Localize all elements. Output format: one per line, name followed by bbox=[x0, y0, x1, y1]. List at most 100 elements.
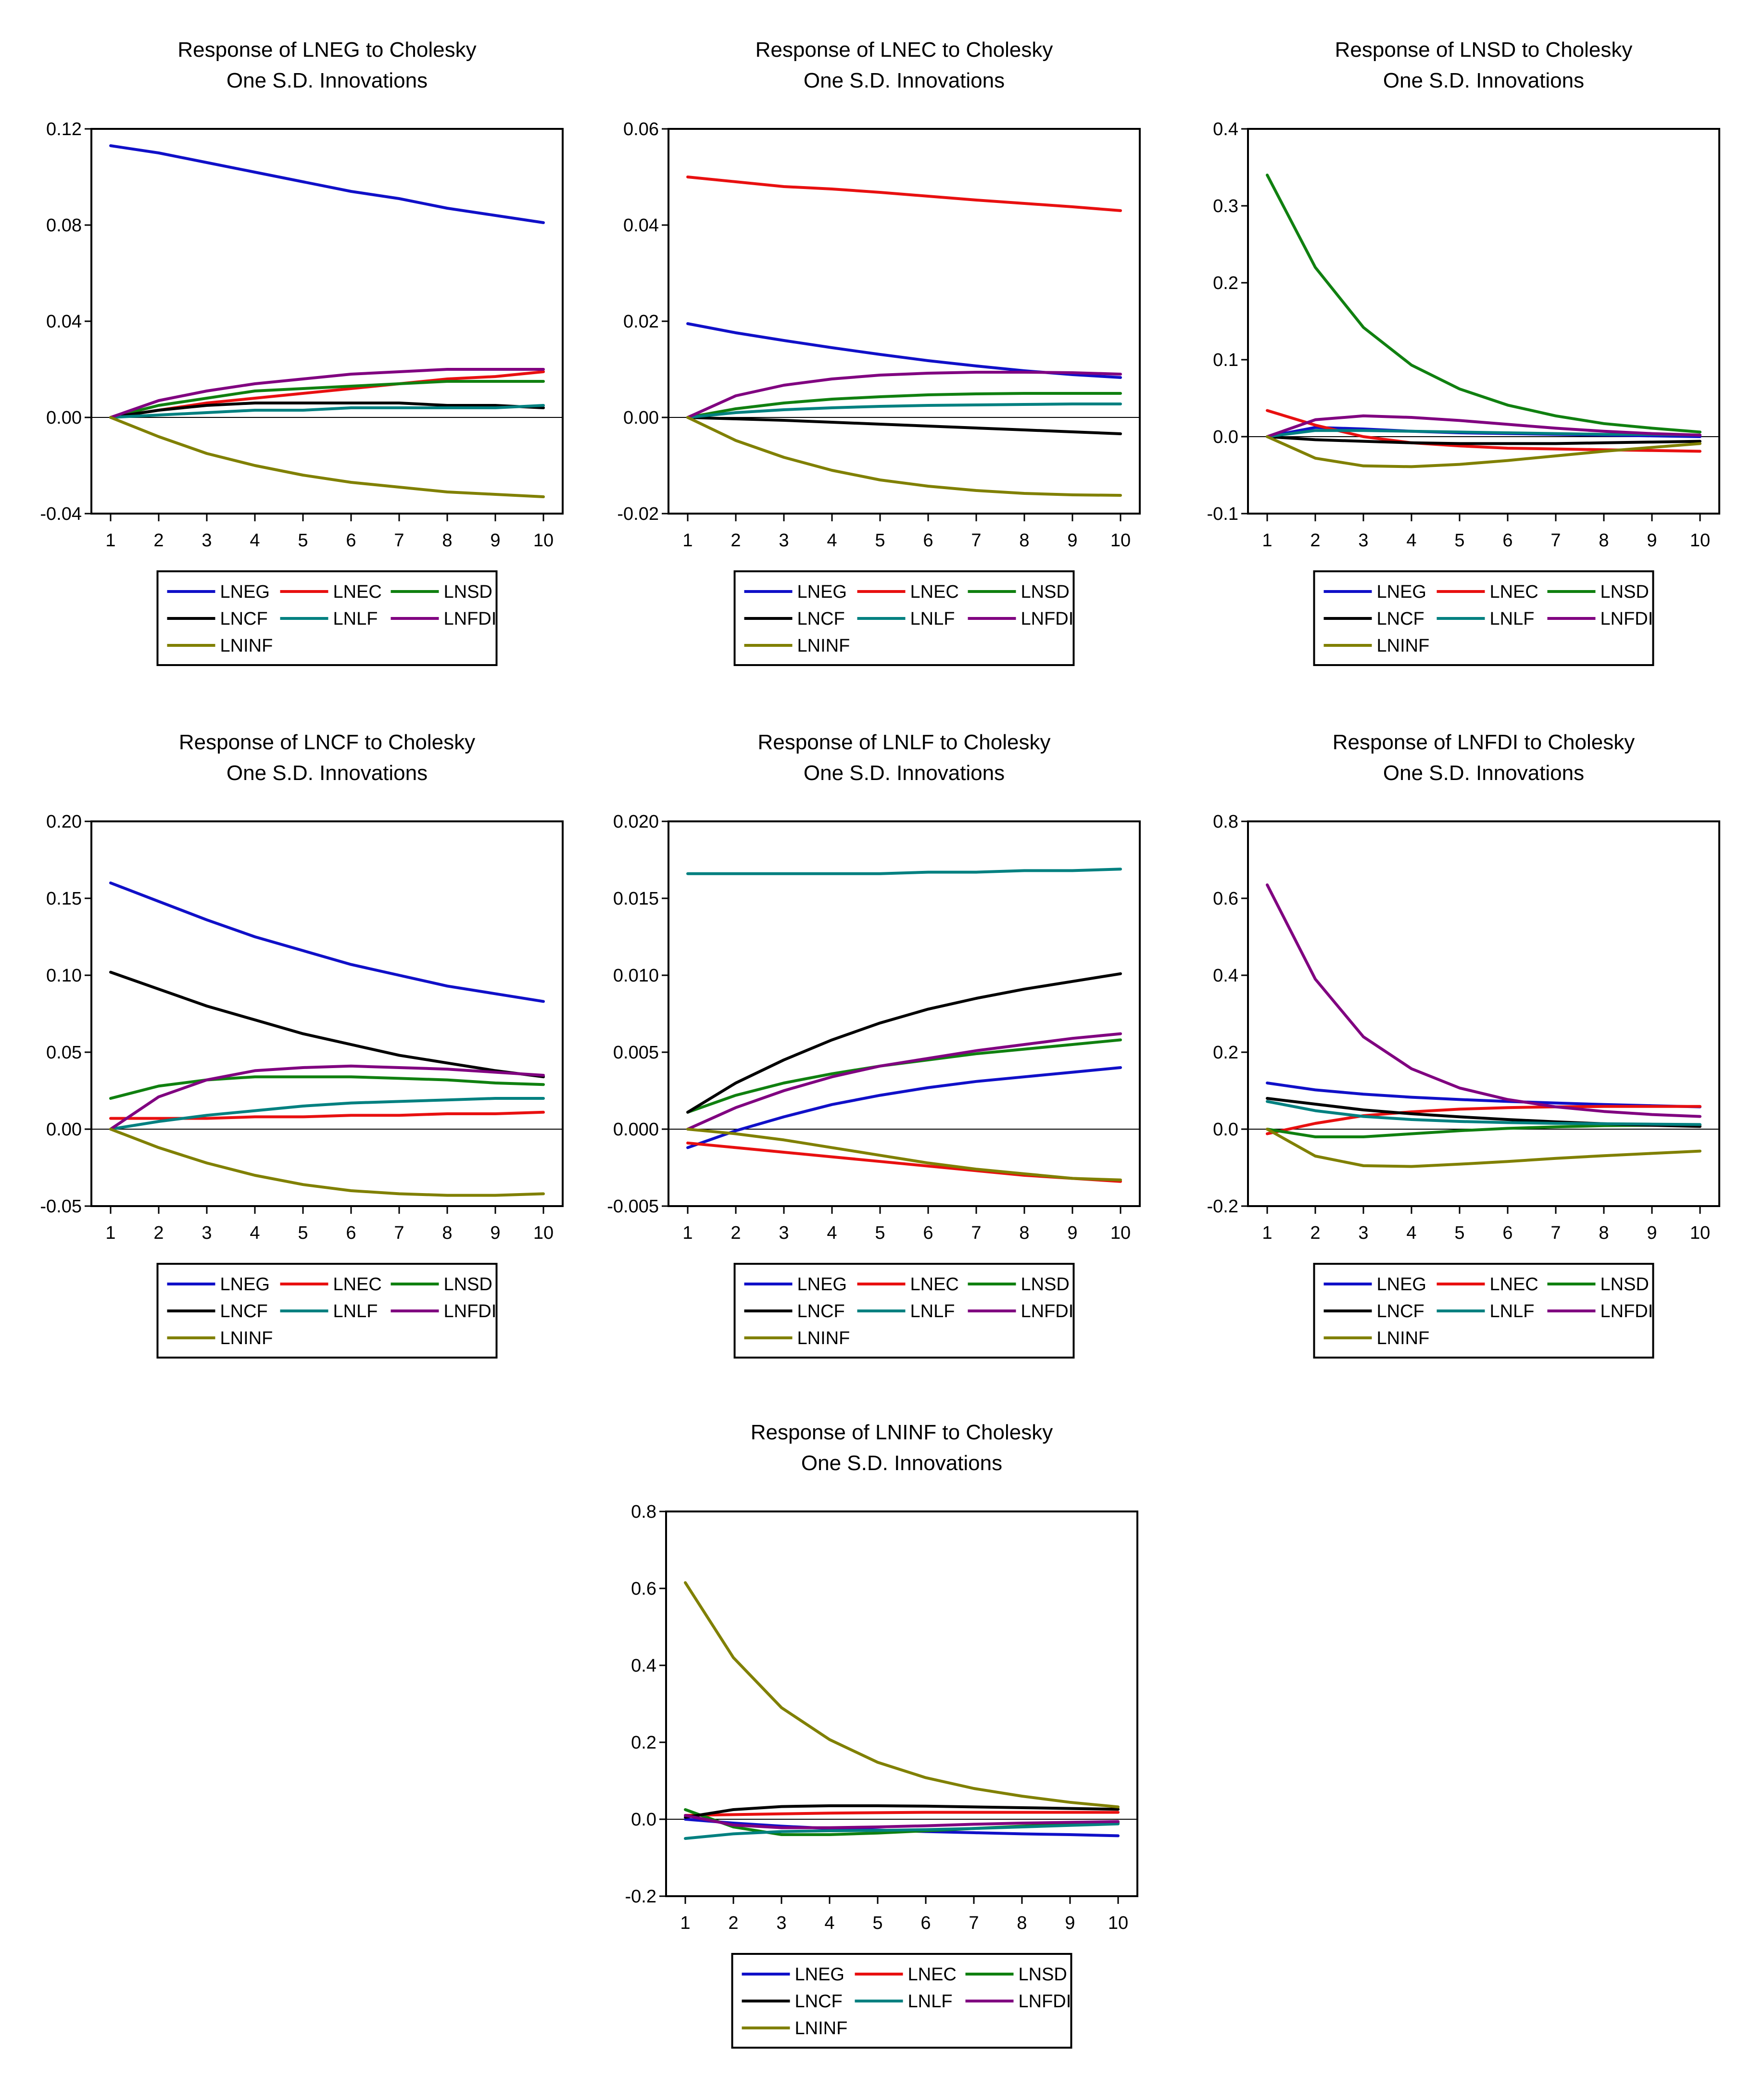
y-tick-label: 0.4 bbox=[1213, 119, 1238, 139]
y-tick-label: 0.0 bbox=[1213, 1120, 1238, 1140]
plot-frame bbox=[90, 820, 564, 1207]
series-line-lnsd bbox=[1266, 174, 1701, 434]
y-tick-label: 0.2 bbox=[1213, 273, 1238, 293]
chart-panel-2: Response of LNEC to Cholesky One S.D. Inn… bbox=[617, 38, 1141, 666]
chart-title: Response of LNFDI to Cholesky bbox=[1333, 730, 1635, 754]
x-tick-label: 6 bbox=[346, 1223, 356, 1243]
chart-title: Response of LNEG to Cholesky bbox=[177, 38, 476, 62]
x-tick-label: 8 bbox=[1599, 1223, 1609, 1243]
x-tick-label: 8 bbox=[1599, 530, 1609, 551]
chart-title: Response of LNCF to Cholesky bbox=[179, 730, 475, 754]
series-line-lnfdi bbox=[1266, 414, 1701, 438]
legend-label-lneg: LNEG bbox=[797, 1274, 847, 1295]
series-line-lncf bbox=[686, 416, 1122, 435]
series-group bbox=[109, 144, 545, 498]
legend-label-lnlf: LNLF bbox=[910, 1301, 955, 1322]
series-line-lnlf bbox=[109, 1097, 545, 1131]
y-tick-label: 0.06 bbox=[623, 119, 659, 139]
series-line-lncf bbox=[109, 970, 545, 1079]
x-tick-label: 3 bbox=[1358, 1223, 1368, 1243]
y-tick-label: -0.02 bbox=[617, 504, 659, 524]
x-tick-label: 9 bbox=[1067, 1223, 1077, 1243]
x-tick-label: 4 bbox=[824, 1913, 834, 1933]
series-group bbox=[109, 881, 545, 1197]
legend-label-lnec: LNEC bbox=[908, 1964, 957, 1985]
y-tick-label: -0.04 bbox=[40, 504, 82, 524]
x-tick-label: 2 bbox=[1310, 1223, 1320, 1243]
legend: LNEG LNEC LNSD LNCF LNLF LNFDI LNINF bbox=[156, 570, 498, 666]
series-line-lnfdi bbox=[686, 1032, 1122, 1131]
chart-panel-7: Response of LNINF to Cholesky One S.D. In… bbox=[625, 1421, 1138, 2049]
x-tick-label: 2 bbox=[731, 530, 741, 551]
legend-label-lnlf: LNLF bbox=[1490, 609, 1535, 629]
x-tick-label: 5 bbox=[1454, 1223, 1464, 1243]
series-line-lnlf bbox=[1266, 1100, 1701, 1126]
series-group bbox=[686, 176, 1122, 497]
x-tick-label: 1 bbox=[1262, 530, 1272, 551]
legend-label-lnfdi: LNFDI bbox=[1021, 1301, 1074, 1322]
y-tick-label: 0.4 bbox=[1213, 966, 1238, 986]
chart-panel-3: Response of LNSD to Cholesky One S.D. Inn… bbox=[1207, 38, 1720, 666]
x-tick-label: 8 bbox=[1017, 1913, 1027, 1933]
series-line-lnlf bbox=[109, 404, 545, 419]
chart-subtitle: One S.D. Innovations bbox=[227, 69, 428, 92]
legend: LNEG LNEC LNSD LNCF LNLF LNFDI LNINF bbox=[156, 1263, 498, 1359]
chart-title: Response of LNINF to Cholesky bbox=[751, 1421, 1053, 1444]
y-tick-label: -0.2 bbox=[1207, 1196, 1238, 1217]
x-tick-label: 1 bbox=[105, 1223, 115, 1243]
x-tick-label: 3 bbox=[779, 1223, 789, 1243]
x-tick-label: 5 bbox=[298, 1223, 308, 1243]
y-tick-label: 0.4 bbox=[631, 1656, 656, 1676]
legend-label-lneg: LNEG bbox=[1377, 1274, 1426, 1295]
y-tick-label: 0.15 bbox=[46, 889, 82, 909]
series-line-lnec bbox=[109, 370, 545, 419]
x-tick-label: 5 bbox=[875, 1223, 885, 1243]
series-line-lninf bbox=[1266, 435, 1701, 468]
chart-title: Response of LNEC to Cholesky bbox=[756, 38, 1053, 62]
legend-label-lninf: LNINF bbox=[797, 1328, 850, 1348]
chart-panel-1: Response of LNEG to Cholesky One S.D. Inn… bbox=[40, 38, 564, 666]
y-tick-label: 0.8 bbox=[1213, 812, 1238, 832]
legend-label-lninf: LNINF bbox=[795, 2018, 848, 2039]
series-line-lnlf bbox=[1266, 429, 1701, 438]
x-tick-label: 8 bbox=[442, 1223, 452, 1243]
x-tick-label: 5 bbox=[872, 1913, 882, 1933]
series-line-lncf bbox=[684, 1804, 1120, 1819]
series-line-lnsd bbox=[1266, 1123, 1701, 1138]
x-tick-label: 6 bbox=[1502, 1223, 1512, 1243]
x-tick-label: 3 bbox=[202, 530, 212, 551]
y-tick-label: -0.005 bbox=[607, 1196, 659, 1217]
x-tick-label: 8 bbox=[1019, 530, 1029, 551]
series-line-lncf bbox=[1266, 435, 1701, 445]
y-tick-label: 0.02 bbox=[623, 312, 659, 332]
x-tick-label: 3 bbox=[779, 530, 789, 551]
legend-label-lnsd: LNSD bbox=[444, 1274, 492, 1295]
y-tick-label: 0.6 bbox=[1213, 889, 1238, 909]
x-tick-label: 4 bbox=[827, 530, 837, 551]
legend: LNEG LNEC LNSD LNCF LNLF LNFDI LNINF bbox=[1313, 570, 1654, 666]
legend-label-lnsd: LNSD bbox=[1021, 1274, 1070, 1295]
legend-label-lnec: LNEC bbox=[910, 582, 959, 602]
legend-label-lnec: LNEC bbox=[1490, 1274, 1538, 1295]
legend-label-lneg: LNEG bbox=[797, 582, 847, 602]
legend-label-lnsd: LNSD bbox=[444, 582, 492, 602]
x-tick-label: 4 bbox=[1406, 1223, 1416, 1243]
y-tick-label: 0.00 bbox=[623, 408, 659, 428]
chart-subtitle: One S.D. Innovations bbox=[804, 761, 1005, 785]
x-tick-label: 10 bbox=[533, 530, 554, 551]
x-tick-label: 8 bbox=[442, 530, 452, 551]
legend-label-lnlf: LNLF bbox=[910, 609, 955, 629]
x-tick-label: 9 bbox=[1067, 530, 1077, 551]
legend-label-lninf: LNINF bbox=[1377, 636, 1430, 656]
legend-label-lncf: LNCF bbox=[1377, 1301, 1424, 1322]
x-tick-label: 7 bbox=[1550, 530, 1561, 551]
x-tick-label: 6 bbox=[923, 1223, 933, 1243]
y-tick-label: 0.20 bbox=[46, 812, 82, 832]
legend-label-lneg: LNEG bbox=[220, 1274, 270, 1295]
series-line-lninf bbox=[686, 1128, 1122, 1182]
y-tick-label: -0.1 bbox=[1207, 504, 1238, 524]
y-tick-label: 0.6 bbox=[631, 1579, 656, 1599]
x-tick-label: 1 bbox=[680, 1913, 690, 1933]
y-tick-label: 0.2 bbox=[1213, 1043, 1238, 1063]
